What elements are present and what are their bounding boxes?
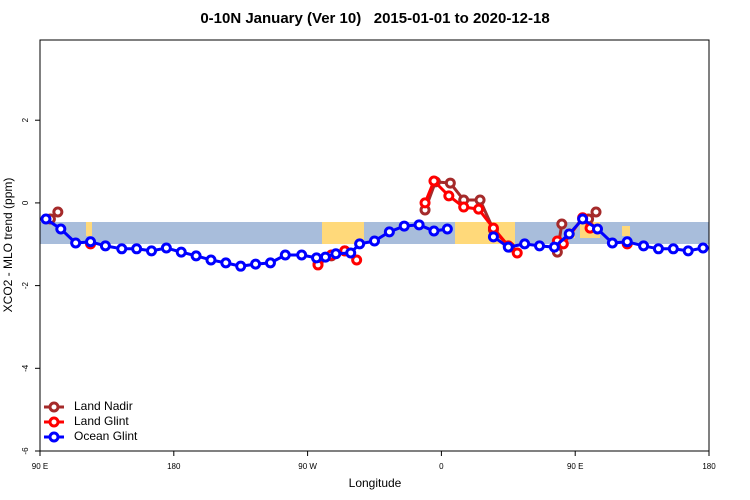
- data-point: [443, 190, 455, 202]
- data-point: [428, 175, 440, 187]
- data-point: [190, 250, 202, 262]
- legend-label: Land Glint: [74, 414, 129, 428]
- data-point: [519, 238, 531, 250]
- x-tick-label: 0: [439, 462, 444, 471]
- x-tick-label: 90 E: [32, 462, 48, 471]
- data-point: [85, 236, 97, 248]
- legend-marker: [48, 431, 60, 443]
- data-point: [330, 248, 342, 260]
- data-point: [398, 220, 410, 232]
- y-tick-label: 2: [21, 117, 30, 122]
- legend-label: Ocean Glint: [74, 429, 138, 443]
- data-point: [70, 237, 82, 249]
- data-point: [606, 237, 618, 249]
- data-point: [563, 228, 575, 240]
- data-point: [474, 194, 486, 206]
- data-point: [296, 249, 308, 261]
- data-point: [667, 243, 679, 255]
- data-point: [697, 242, 709, 254]
- data-point: [279, 249, 291, 261]
- data-point: [383, 226, 395, 238]
- data-point: [556, 218, 568, 230]
- land-patch: [86, 222, 92, 236]
- data-point: [250, 258, 262, 270]
- data-point: [235, 260, 247, 272]
- data-point: [458, 201, 470, 213]
- map-strip: [40, 222, 709, 244]
- data-point: [441, 223, 453, 235]
- legend-marker: [48, 416, 60, 428]
- land-patch: [622, 226, 630, 236]
- data-point: [40, 213, 52, 225]
- data-point: [590, 206, 602, 218]
- data-point: [116, 243, 128, 255]
- data-point: [146, 245, 157, 257]
- data-point: [319, 251, 331, 263]
- data-point: [577, 213, 589, 225]
- land-patch: [455, 222, 515, 244]
- land-patch: [330, 222, 364, 244]
- ocean-band: [40, 222, 709, 244]
- data-point: [638, 240, 650, 252]
- data-point: [351, 254, 363, 266]
- data-point: [345, 247, 357, 259]
- data-point: [473, 203, 485, 215]
- data-point: [592, 223, 603, 235]
- data-point: [502, 241, 514, 253]
- data-point: [444, 177, 456, 189]
- data-point: [428, 225, 440, 237]
- data-point: [621, 236, 633, 248]
- data-point: [99, 240, 111, 252]
- y-axis-label: XCO2 - MLO trend (ppm): [1, 178, 15, 313]
- legend-label: Land Nadir: [74, 399, 133, 413]
- data-point: [264, 257, 276, 269]
- data-point: [682, 245, 694, 257]
- y-tick-label: -2: [21, 282, 30, 290]
- data-point: [354, 238, 366, 250]
- data-point: [413, 219, 425, 231]
- data-point: [55, 223, 67, 235]
- chart-title: 0-10N January (Ver 10) 2015-01-01 to 202…: [200, 10, 549, 27]
- data-point: [220, 257, 232, 269]
- x-axis-label: Longitude: [349, 476, 402, 490]
- data-point: [652, 243, 664, 255]
- data-point: [52, 206, 64, 218]
- y-tick-label: 0: [21, 200, 30, 205]
- data-point: [311, 252, 323, 264]
- data-point: [160, 242, 172, 254]
- y-tick-label: -6: [21, 447, 30, 455]
- x-tick-label: 90 W: [298, 462, 317, 471]
- x-tick-label: 90 E: [567, 462, 583, 471]
- data-point: [487, 222, 499, 234]
- data-point: [369, 235, 380, 247]
- data-point: [534, 240, 546, 252]
- y-tick-label: -4: [21, 364, 30, 372]
- legend-marker: [48, 401, 60, 413]
- data-point: [511, 247, 523, 259]
- data-point: [205, 254, 217, 266]
- data-point: [131, 243, 143, 255]
- x-tick-label: 180: [702, 462, 716, 471]
- data-point: [419, 197, 431, 209]
- x-tick-label: 180: [167, 462, 181, 471]
- data-point: [175, 246, 187, 258]
- data-point: [548, 241, 560, 253]
- plot-frame: [39, 39, 710, 452]
- data-point: [487, 231, 499, 243]
